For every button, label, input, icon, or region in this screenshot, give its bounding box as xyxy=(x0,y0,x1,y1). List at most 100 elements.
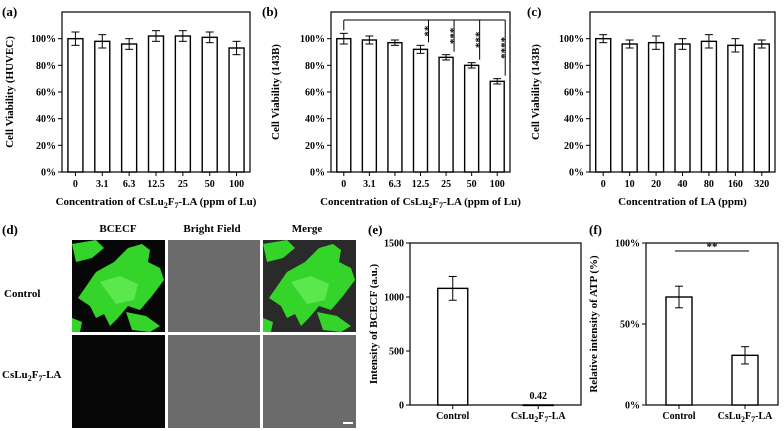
panel-label-e: (e) xyxy=(368,222,382,237)
row-label-cslu2f7-la: CsLu2F7-LA xyxy=(2,369,61,383)
bar xyxy=(94,40,111,173)
panel-label-b: (b) xyxy=(262,4,278,19)
data-label: 0.42 xyxy=(530,391,548,402)
bar xyxy=(700,40,718,173)
chart-f: 0% 50% 100% Control CsLu2F7-LA Relative inten… xyxy=(588,239,779,424)
bar xyxy=(336,37,352,173)
green-fluorescence-pattern-merge xyxy=(263,240,355,332)
y-tick-label: 100% xyxy=(559,34,584,45)
significance-label: ** xyxy=(707,241,719,253)
x-tick-label: 6.3 xyxy=(389,179,402,190)
y-tick-label: 100% xyxy=(300,34,325,45)
bar xyxy=(201,36,218,173)
bar xyxy=(387,41,403,173)
y-tick-label: 80% xyxy=(305,61,325,72)
y-tick-label: 20% xyxy=(305,141,325,152)
x-tick-label: 3.1 xyxy=(96,179,109,190)
x-tick-label: 10 xyxy=(625,179,635,190)
image-treated-bright-field xyxy=(168,335,260,428)
bar xyxy=(753,43,770,173)
x-tick-label: 50 xyxy=(467,179,477,190)
bar xyxy=(647,41,665,173)
significance-label: *** xyxy=(470,32,482,49)
y-tick-label: 60% xyxy=(36,88,56,99)
column-header-merge: Merge xyxy=(292,223,323,235)
x-tick-label: 100 xyxy=(229,179,244,190)
bar xyxy=(438,56,454,173)
x-axis-title: Concentration of CsLu2F7-LA (ppm of Lu) xyxy=(320,196,521,210)
panel-label-a: (a) xyxy=(2,4,17,19)
y-tick-label: 0% xyxy=(310,168,325,179)
y-tick-label: 1500 xyxy=(384,239,404,250)
panel-label-d: (d) xyxy=(2,222,18,237)
bar xyxy=(463,64,480,173)
x-tick-label: 0 xyxy=(601,179,606,190)
significance-label: **** xyxy=(495,37,507,60)
y-tick-label: 20% xyxy=(36,141,56,152)
image-control-bright-field xyxy=(168,240,260,332)
y-axis-title: Intensity of BCECF (a.u.) xyxy=(368,264,380,385)
bar xyxy=(147,35,165,173)
bar xyxy=(228,47,245,173)
image-treated-merge xyxy=(263,335,356,428)
y-tick-label: 0 xyxy=(399,401,404,412)
y-axis-title: Cell Viability (HUVEC) xyxy=(4,36,16,148)
bar xyxy=(621,43,638,173)
panel-label-c: (c) xyxy=(527,4,541,19)
x-tick-label: 0 xyxy=(73,179,78,190)
microscopy-panel: BCECF Bright Field Merge Control CsLu2F7… xyxy=(2,223,356,428)
significance-label: ** xyxy=(419,26,431,37)
x-tick-label: 20 xyxy=(651,179,661,190)
y-tick-label: 100% xyxy=(615,239,640,250)
y-axis-title: Cell Viability (143B) xyxy=(270,44,282,140)
x-tick-label: 12.5 xyxy=(412,179,430,190)
y-tick-label: 20% xyxy=(564,141,584,152)
bar xyxy=(412,48,429,173)
scale-bar xyxy=(343,422,353,424)
chart-b: 0% 20% 40% 60% 80% 100% 0 3.1 6.3 12.5 25 50 100 Cell… xyxy=(270,11,521,210)
y-tick-label: 0% xyxy=(625,401,640,412)
bar xyxy=(595,37,612,173)
y-tick-label: 80% xyxy=(36,61,56,72)
y-tick-label: 40% xyxy=(564,114,584,125)
x-tick-label: 80 xyxy=(704,179,714,190)
bar xyxy=(174,35,192,173)
bar xyxy=(361,39,378,173)
image-treated-bcecf xyxy=(72,335,165,428)
y-tick-label: 40% xyxy=(305,114,325,125)
chart-c: 0% 20% 40% 60% 80% 100% 0 10 20 40 80 160 320 Cell Vi… xyxy=(530,11,776,208)
chart-e: 0 500 1000 1500 Control CsLu2F7-LA 0.42 Intensi… xyxy=(368,239,582,424)
bar xyxy=(67,37,84,173)
chart-a: 0% 20% 40% 60% 80% 100% 0 3.1 6.3 12.5 25 50 100 Cell… xyxy=(4,11,257,210)
green-fluorescence-pattern xyxy=(72,240,164,332)
y-axis-title: Relative intensity of ATP (%) xyxy=(588,255,600,393)
x-tick-label: 320 xyxy=(754,179,769,190)
y-tick-label: 60% xyxy=(564,88,584,99)
significance-label: *** xyxy=(444,28,456,45)
y-tick-label: 60% xyxy=(305,88,325,99)
bar xyxy=(437,287,469,406)
x-tick-label: 6.3 xyxy=(123,179,136,190)
x-axis-title: Concentration of CsLu2F7-LA (ppm of Lu) xyxy=(56,196,257,210)
y-tick-label: 0% xyxy=(569,168,584,179)
bar xyxy=(674,43,691,173)
bar xyxy=(727,44,744,173)
y-tick-label: 50% xyxy=(620,320,640,331)
x-tick-label: CsLu2F7-LA xyxy=(511,411,566,424)
x-axis-title: Concentration of LA (ppm) xyxy=(618,196,747,208)
bar xyxy=(665,296,693,406)
y-tick-label: 1000 xyxy=(384,293,404,304)
column-header-bright-field: Bright Field xyxy=(183,223,240,235)
x-tick-label: 0 xyxy=(341,179,346,190)
bar xyxy=(489,80,505,173)
row-label-control: Control xyxy=(4,288,40,300)
column-header-bcecf: BCECF xyxy=(99,223,137,235)
x-tick-label: CsLu2F7-LA xyxy=(718,411,773,424)
x-tick-label: 100 xyxy=(490,179,505,190)
x-tick-label: 40 xyxy=(678,179,688,190)
y-tick-label: 40% xyxy=(36,114,56,125)
x-tick-label: 160 xyxy=(728,179,743,190)
y-tick-label: 80% xyxy=(564,61,584,72)
x-tick-label: Control xyxy=(436,411,469,422)
axes-frame xyxy=(409,242,582,406)
